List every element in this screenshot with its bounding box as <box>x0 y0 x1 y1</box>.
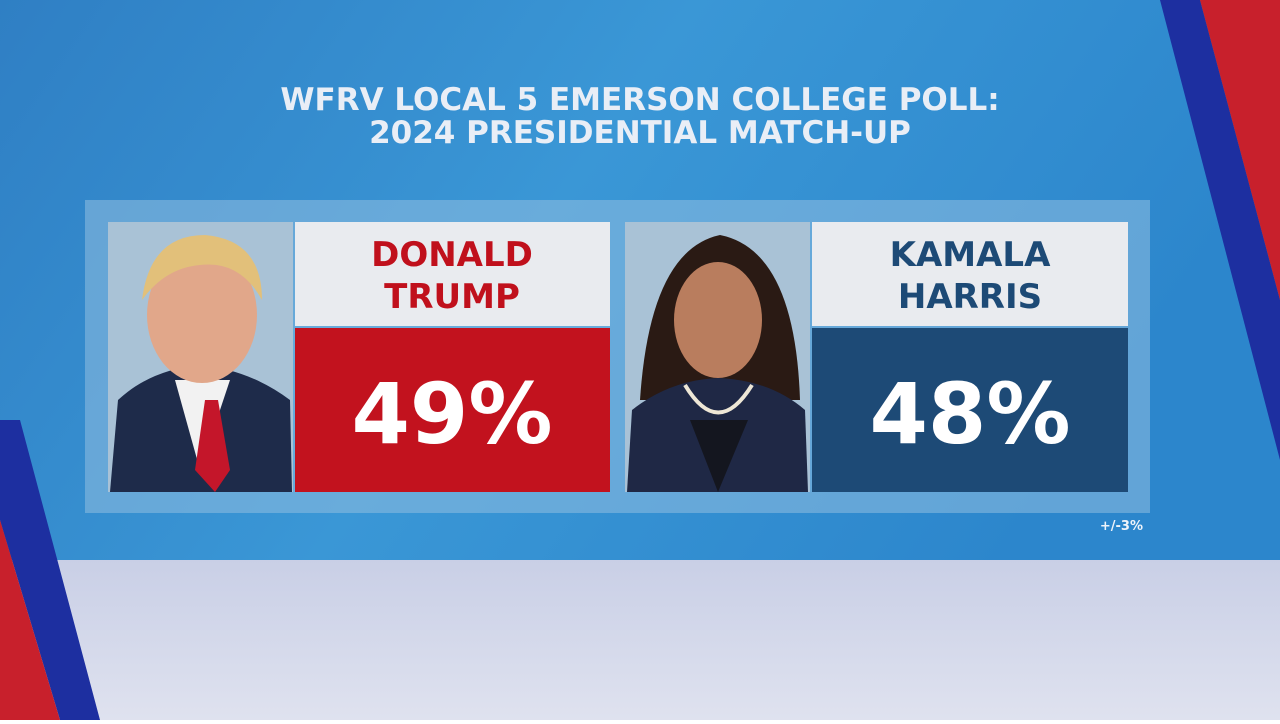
candidate-name: HARRIS <box>898 277 1042 317</box>
candidate-name: TRUMP <box>384 277 520 317</box>
name-box <box>295 222 610 326</box>
candidate-result: 49% <box>351 365 552 463</box>
photo <box>683 383 754 415</box>
photo <box>147 247 257 383</box>
result-box <box>812 328 1128 492</box>
title: WFRV LOCAL 5 EMERSON COLLEGE POLL: <box>280 82 999 118</box>
candidate-name: KAMALA <box>890 235 1051 275</box>
stripe <box>1160 0 1280 460</box>
candidate-result: 48% <box>869 365 1070 463</box>
photo <box>674 262 762 378</box>
photo <box>142 235 262 300</box>
stripe <box>0 420 100 720</box>
floor <box>0 560 1280 720</box>
candidate-name: DONALD <box>371 235 533 275</box>
stripe <box>1200 0 1280 300</box>
photo <box>690 420 748 492</box>
result-box <box>295 328 610 492</box>
margin-of-error: +/-3% <box>1100 519 1143 534</box>
title: 2024 PRESIDENTIAL MATCH-UP <box>369 115 911 151</box>
name-box <box>812 222 1128 326</box>
stripe <box>0 520 60 720</box>
photo <box>195 400 230 492</box>
